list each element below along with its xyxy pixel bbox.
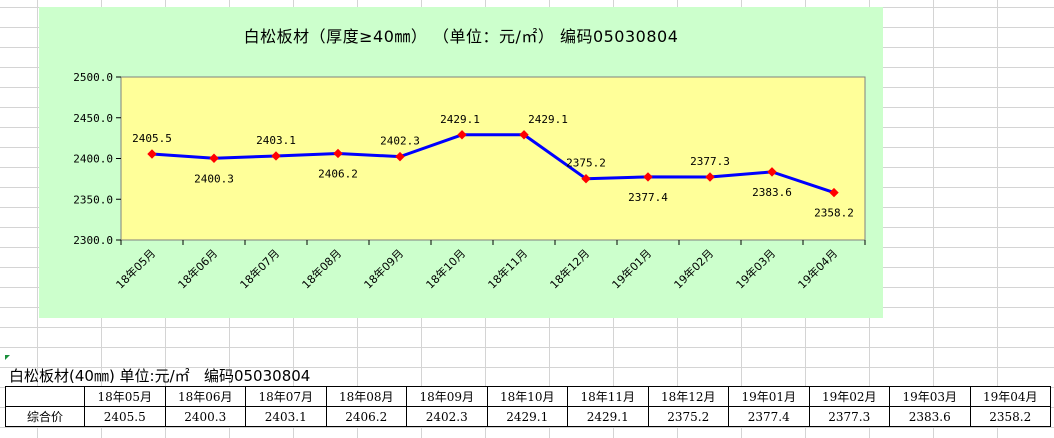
x-tick-label: 19年03月 <box>733 246 778 291</box>
y-tick-label: 2300.0 <box>73 234 113 247</box>
data-label: 2402.3 <box>380 135 420 148</box>
data-label: 2429.1 <box>440 113 480 126</box>
data-label: 2377.3 <box>690 155 730 168</box>
chart-title: 白松板材（厚度≥40㎜） （单位：元/㎡） 编码05030804 <box>243 27 679 46</box>
header-cell[interactable]: 18年09月 <box>406 386 488 407</box>
chart-area[interactable]: 白松板材（厚度≥40㎜） （单位：元/㎡） 编码05030804 2500.0 2… <box>39 7 883 318</box>
y-tick-label: 2450.0 <box>73 112 113 125</box>
y-tick-label: 2350.0 <box>73 193 113 206</box>
value-cell[interactable]: 2403.1 <box>245 406 327 427</box>
data-label: 2375.2 <box>566 157 606 170</box>
value-cell[interactable]: 2400.3 <box>164 406 246 427</box>
x-tick-label: 18年09月 <box>361 246 406 291</box>
data-point <box>767 167 777 177</box>
data-point <box>581 174 591 184</box>
header-cell[interactable]: 18年05月 <box>84 386 166 407</box>
data-point <box>519 130 529 140</box>
value-cell[interactable]: 2383.6 <box>889 406 971 427</box>
x-tick-label: 18年10月 <box>423 246 468 291</box>
x-tick-label: 18年07月 <box>237 246 282 291</box>
price-row: 综合价 2405.5 2400.3 2403.1 2406.2 2402.3 2… <box>5 406 1051 427</box>
header-cell[interactable]: 19年04月 <box>969 386 1051 407</box>
data-label: 2377.4 <box>628 191 668 204</box>
header-cell[interactable]: 18年07月 <box>245 386 327 407</box>
data-point <box>457 130 467 140</box>
header-cell[interactable]: 19年01月 <box>728 386 810 407</box>
data-label: 2429.1 <box>528 113 568 126</box>
header-row: 18年05月 18年06月 18年07月 18年08月 18年09月 18年10… <box>5 386 1051 407</box>
header-corner-cell[interactable] <box>5 386 85 407</box>
y-tick-label: 2400.0 <box>73 153 113 166</box>
data-label: 2405.5 <box>132 132 172 145</box>
series-line <box>151 133 835 194</box>
header-cell[interactable]: 18年11月 <box>567 386 649 407</box>
header-cell[interactable]: 18年06月 <box>164 386 246 407</box>
data-label: 2400.3 <box>194 172 234 185</box>
data-label: 2406.2 <box>318 167 358 180</box>
data-point <box>705 172 715 182</box>
x-tick-label: 19年01月 <box>609 246 654 291</box>
data-point <box>209 153 219 163</box>
x-tick-label: 18年05月 <box>113 246 158 291</box>
data-point <box>829 187 839 198</box>
x-tick-label: 18年11月 <box>485 246 530 291</box>
x-tick-label: 19年02月 <box>671 246 716 291</box>
x-tick-label: 18年12月 <box>547 246 592 291</box>
header-cell[interactable]: 19年03月 <box>889 386 971 407</box>
value-cell[interactable]: 2406.2 <box>325 406 407 427</box>
data-label: 2403.1 <box>256 134 296 147</box>
value-cell[interactable]: 2405.5 <box>84 406 166 427</box>
data-point <box>643 172 653 182</box>
x-tick-label: 18年06月 <box>175 246 220 291</box>
data-point <box>271 151 281 161</box>
value-cell[interactable]: 2358.2 <box>969 406 1051 427</box>
value-cell[interactable]: 2377.4 <box>728 406 810 427</box>
value-cell[interactable]: 2402.3 <box>406 406 488 427</box>
x-tick-label: 18年08月 <box>299 246 344 291</box>
data-point <box>333 148 343 159</box>
data-point <box>395 151 405 162</box>
header-cell[interactable]: 18年08月 <box>325 386 407 407</box>
data-label: 2358.2 <box>814 207 854 220</box>
value-cell[interactable]: 2429.1 <box>486 406 568 427</box>
header-cell[interactable]: 18年12月 <box>647 386 729 407</box>
data-label: 2383.6 <box>752 186 792 199</box>
row-label-cell[interactable]: 综合价 <box>5 406 85 427</box>
value-cell[interactable]: 2377.3 <box>808 406 890 427</box>
cell-corner-marker <box>5 355 10 360</box>
value-cell[interactable]: 2375.2 <box>647 406 729 427</box>
table-title: 白松板材(40㎜) 单位:元/㎡ 编码05030804 <box>9 367 311 385</box>
data-point <box>147 149 157 159</box>
price-table: 18年05月 18年06月 18年07月 18年08月 18年09月 18年10… <box>5 386 1051 427</box>
y-tick-label: 2500.0 <box>73 71 113 84</box>
x-tick-label: 19年04月 <box>795 246 840 291</box>
value-cell[interactable]: 2429.1 <box>567 406 649 427</box>
header-cell[interactable]: 19年02月 <box>808 386 890 407</box>
header-cell[interactable]: 18年10月 <box>486 386 568 407</box>
